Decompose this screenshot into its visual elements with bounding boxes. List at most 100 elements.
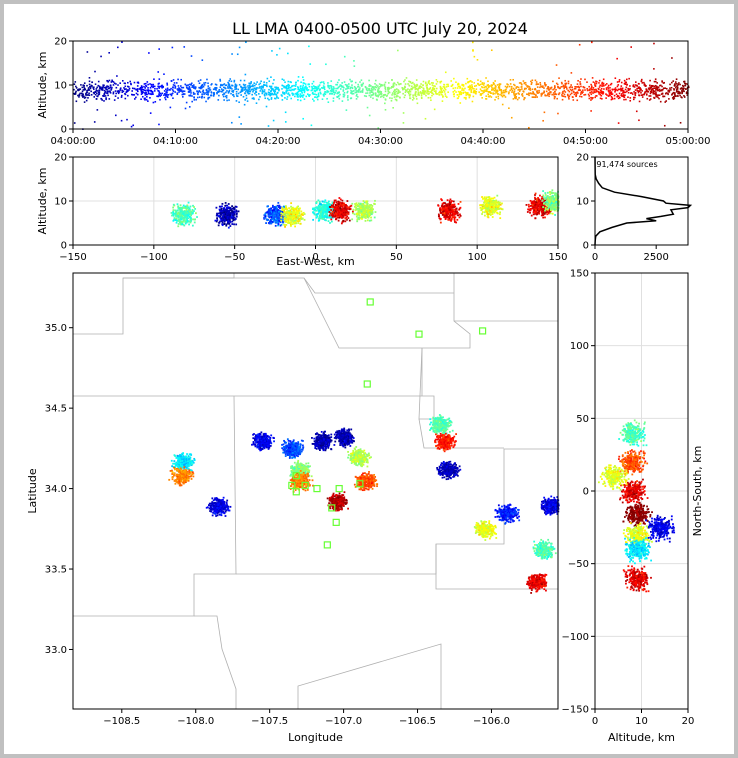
source-point [191,210,194,212]
source-point [573,93,576,96]
source-point [600,94,603,97]
source-point [485,196,488,199]
source-point [218,208,221,211]
source-point [177,216,180,219]
source-point [384,108,387,111]
source-point [605,93,607,95]
source-point [586,89,589,92]
source-point [567,94,569,97]
source-point [237,88,240,91]
source-point [683,94,685,97]
source-point [484,214,486,217]
source-point [361,204,364,207]
source-point [517,89,519,91]
source-point [201,96,203,98]
source-point [268,98,270,101]
source-point [685,92,688,94]
source-point [639,88,642,91]
source-point [263,91,266,93]
source-point [427,93,429,95]
source-point [456,210,458,213]
source-point [227,203,230,205]
source-point [591,97,594,100]
source-point [610,95,613,98]
source-point [605,83,608,85]
source-point [266,77,269,80]
source-point [327,101,330,103]
source-point [314,206,317,209]
source-point [139,86,142,89]
source-point [174,84,176,87]
source-point [397,91,400,94]
source-point [311,85,313,88]
source-point [446,207,448,210]
source-point [170,94,173,97]
source-point [103,92,106,95]
source-point [330,86,333,89]
source-point [443,83,445,86]
source-point [387,90,390,93]
source-point [384,88,387,91]
source-point [563,87,565,90]
source-point [335,208,338,211]
source-point [543,111,546,114]
source-point [440,205,443,208]
source-point [149,83,151,85]
source-point [264,84,266,87]
source-point [487,80,489,83]
source-point [649,84,651,87]
source-point [287,87,290,90]
source-point [330,204,333,207]
source-point [359,81,361,83]
source-point [180,89,183,91]
source-point [320,208,322,211]
source-point [298,218,301,220]
source-point [293,215,295,218]
source-point [372,86,375,89]
source-point [353,60,355,62]
source-point [343,207,346,210]
source-point [215,84,218,86]
source-point [269,220,271,223]
source-point [247,85,249,87]
source-point [498,213,501,216]
source-point [161,86,163,89]
source-point [374,88,377,91]
source-point [270,87,272,89]
source-point [494,206,497,209]
source-point [646,97,649,100]
source-point [484,211,486,214]
source-point [474,85,476,87]
source-point [576,99,579,102]
source-point [281,218,284,221]
source-point [74,91,77,94]
source-point [377,95,380,98]
source-point [595,95,598,97]
source-point [528,94,530,97]
source-point [342,212,345,215]
source-point [94,70,96,73]
source-point [235,215,238,218]
source-point [616,81,619,83]
source-point [486,203,489,206]
source-point [198,90,201,92]
source-point [259,96,261,98]
source-point [397,49,399,52]
source-point [189,95,191,97]
source-point [118,91,121,93]
source-point [531,79,534,82]
source-point [201,86,203,89]
source-point [188,209,191,211]
source-point [335,87,337,90]
source-point [196,96,199,99]
source-point [192,93,195,95]
source-point [187,217,190,220]
source-point [334,212,337,215]
source-point [543,91,545,94]
source-point [459,200,462,203]
source-point [361,216,364,219]
source-point [588,88,591,91]
source-point [446,96,448,98]
source-point [176,212,179,215]
source-point [486,215,489,218]
